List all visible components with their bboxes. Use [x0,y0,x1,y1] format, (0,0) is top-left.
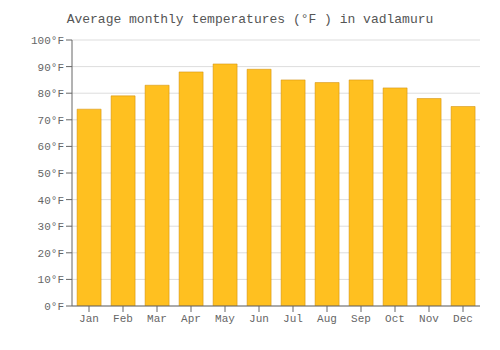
svg-text:Feb: Feb [113,313,133,325]
svg-text:Jul: Jul [283,313,303,325]
svg-text:Mar: Mar [147,313,167,325]
svg-text:40°F: 40°F [38,195,64,207]
svg-text:100°F: 100°F [31,35,64,47]
svg-text:70°F: 70°F [38,115,64,127]
html-text:Average monthly temperatures (: Average monthly temperatures (°F ) in va… [66,12,434,27]
svg-text:60°F: 60°F [38,141,64,153]
svg-text:0°F: 0°F [44,301,64,313]
svg-text:Jan: Jan [79,313,99,325]
svg-text:Apr: Apr [181,313,201,325]
svg-text:90°F: 90°F [38,62,64,74]
svg-text:May: May [215,313,235,325]
svg-text:Oct: Oct [385,313,405,325]
svg-text:Nov: Nov [419,313,439,325]
svg-text:Aug: Aug [317,313,337,325]
svg-text:Sep: Sep [351,313,371,325]
svg-text:Jun: Jun [249,313,269,325]
svg-text:50°F: 50°F [38,168,64,180]
svg-text:80°F: 80°F [38,88,64,100]
svg-text:Dec: Dec [453,313,473,325]
svg-text:10°F: 10°F [38,274,64,286]
svg-text:30°F: 30°F [38,221,64,233]
svg-text:20°F: 20°F [38,248,64,260]
